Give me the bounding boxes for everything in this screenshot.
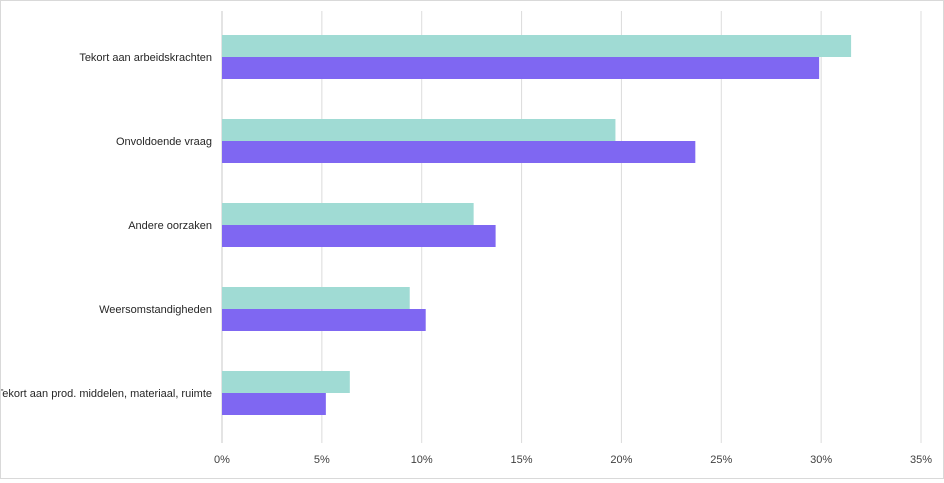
category-label: Andere oorzaken [128,220,212,232]
x-tick-label: 15% [511,454,533,466]
bar-limburg-2 [222,225,496,247]
x-tick-label: 20% [610,454,632,466]
x-tick-label: 10% [411,454,433,466]
x-tick-label: 0% [214,454,230,466]
x-tick-label: 5% [314,454,330,466]
x-tick-label: 30% [810,454,832,466]
bar-nederland-3 [222,287,410,309]
category-label: Tekort aan prod. middelen, materiaal, ru… [1,388,212,400]
bar-nederland-1 [222,119,616,141]
bar-limburg-1 [222,141,696,163]
bar-nederland-0 [222,35,852,57]
category-label: Onvoldoende vraag [116,136,212,148]
bar-nederland-4 [222,371,350,393]
x-tick-label: 25% [710,454,732,466]
bar-nederland-2 [222,203,474,225]
bar-limburg-4 [222,393,326,415]
bar-limburg-3 [222,309,426,331]
x-tick-label: 35% [910,454,932,466]
bar-limburg-0 [222,57,820,79]
category-label: Weersomstandigheden [99,304,212,316]
category-label: Tekort aan arbeidskrachten [79,52,212,64]
